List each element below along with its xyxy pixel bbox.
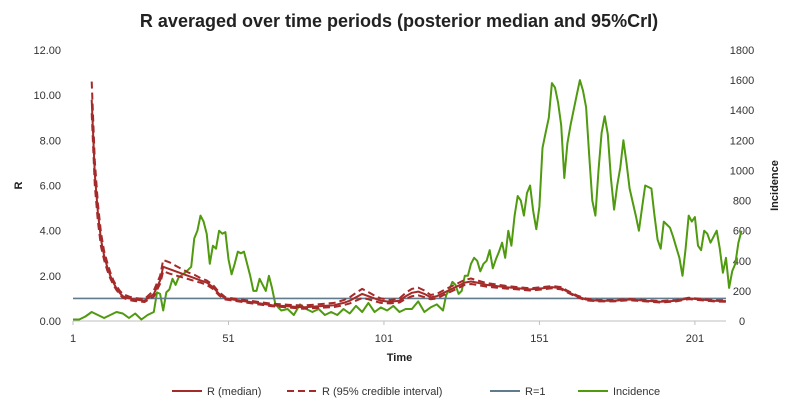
series-layer [73, 79, 743, 321]
y-axis-label: R [13, 181, 25, 189]
legend-label: R (median) [207, 386, 261, 398]
y2-tick-label: 1400 [730, 105, 754, 117]
y2-tick-label: 1000 [730, 165, 754, 177]
legend-label: Incidence [613, 386, 660, 398]
x-tick-label: 151 [530, 333, 548, 345]
y-tick-label: 4.00 [40, 226, 61, 238]
y2-tick-label: 800 [733, 196, 751, 208]
y2-tick-label: 1600 [730, 75, 754, 87]
chart-title: R averaged over time periods (posterior … [140, 11, 658, 31]
y-tick-label: 8.00 [40, 135, 61, 147]
x-tick-label: 1 [70, 333, 76, 345]
y-tick-label: 0.00 [40, 316, 61, 328]
y-tick-label: 6.00 [40, 181, 61, 193]
y2-axis-label: Incidence [769, 160, 781, 211]
x-tick-label: 101 [375, 333, 393, 345]
y-tick-label: 2.00 [40, 271, 61, 283]
y2-tick-label: 0 [739, 316, 745, 328]
x-axis-ticks: 1 51 101 151 201 [70, 321, 704, 345]
legend: R (median) R (95% credible interval) R=1 In… [172, 386, 660, 398]
y2-tick-label: 1800 [730, 45, 754, 57]
y2-tick-label: 400 [733, 256, 751, 268]
y2-tick-label: 1200 [730, 135, 754, 147]
series-line-r-median [90, 99, 727, 309]
x-axis-label: Time [387, 352, 412, 364]
series-line-r-95-credible-interval-lower [90, 113, 727, 310]
y-tick-label: 12.00 [33, 45, 61, 57]
x-tick-label: 51 [222, 333, 234, 345]
y2-tick-label: 200 [733, 286, 751, 298]
legend-label: R (95% credible interval) [322, 386, 442, 398]
left-axis-ticks: 0.00 2.00 4.00 6.00 8.00 10.00 12.00 [33, 45, 61, 328]
y-tick-label: 10.00 [33, 90, 61, 102]
series-line-incidence [73, 79, 743, 321]
legend-label: R=1 [525, 386, 546, 398]
x-tick-label: 201 [686, 333, 704, 345]
